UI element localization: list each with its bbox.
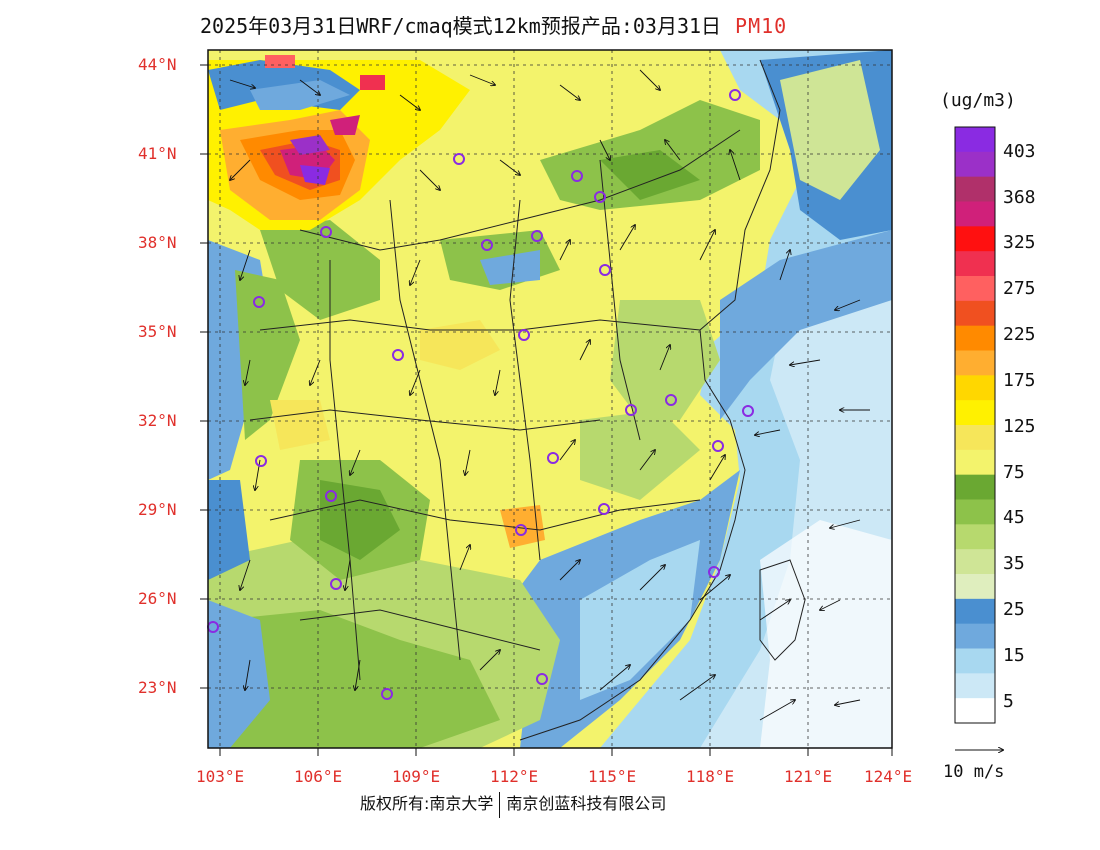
lat-label: 41°N xyxy=(138,144,177,163)
colorbar-label: 15 xyxy=(1003,645,1025,666)
pollutant-label: PM10 xyxy=(735,14,788,38)
colorbar-swatch xyxy=(955,375,995,401)
colorbar-swatch xyxy=(955,201,995,227)
colorbar-swatch xyxy=(955,574,995,600)
copyright-left: 版权所有:南京大学 xyxy=(360,794,494,813)
colorbar-swatch xyxy=(955,276,995,302)
colorbar-swatch xyxy=(955,226,995,252)
colorbar-swatch xyxy=(955,127,995,153)
lat-label: 23°N xyxy=(138,678,177,697)
pm10-field xyxy=(208,50,892,748)
colorbar-label: 175 xyxy=(1003,370,1036,391)
lon-label: 124°E xyxy=(864,767,913,786)
colorbar-label: 325 xyxy=(1003,232,1036,253)
axis-ticks xyxy=(200,64,893,756)
city-markers xyxy=(207,89,754,700)
map-title: 2025年03月31日WRF/cmaq模式12km预报产品:03月31日 PM10 xyxy=(200,10,787,39)
lon-label: 103°E xyxy=(196,767,245,786)
grid-lines xyxy=(208,50,892,748)
colorbar-swatch xyxy=(955,623,995,649)
colorbar-label: 35 xyxy=(1003,553,1025,574)
lon-label: 109°E xyxy=(392,767,441,786)
colorbar-label: 368 xyxy=(1003,187,1036,208)
colorbar-label: 75 xyxy=(1003,462,1025,483)
title-text: 2025年03月31日WRF/cmaq模式12km预报产品:03月31日 xyxy=(200,14,722,38)
colorbar-swatch xyxy=(955,524,995,550)
colorbar xyxy=(955,127,995,724)
lat-label: 35°N xyxy=(138,322,177,341)
colorbar-frame xyxy=(954,126,996,724)
colorbar-label: 275 xyxy=(1003,278,1036,299)
colorbar-swatch xyxy=(955,425,995,451)
colorbar-swatch xyxy=(955,350,995,376)
colorbar-swatch xyxy=(955,449,995,476)
colorbar-label: 45 xyxy=(1003,507,1025,528)
lat-label: 44°N xyxy=(138,55,177,74)
colorbar-swatch xyxy=(955,325,995,351)
colorbar-label: 25 xyxy=(1003,599,1025,620)
colorbar-label: 403 xyxy=(1003,141,1036,162)
wind-scale-label: 10 m/s xyxy=(943,762,1005,782)
colorbar-swatch xyxy=(955,300,995,327)
colorbar-swatch xyxy=(955,598,995,625)
boundaries xyxy=(249,59,806,741)
lat-label: 38°N xyxy=(138,233,177,252)
lon-label: 121°E xyxy=(784,767,833,786)
copyright-right: 南京创蓝科技有限公司 xyxy=(506,794,667,813)
colorbar-swatch xyxy=(955,176,995,202)
lon-label: 115°E xyxy=(588,767,637,786)
unit-label: (ug/m3) xyxy=(940,90,1016,111)
colorbar-swatch xyxy=(955,251,995,277)
lon-label: 118°E xyxy=(686,767,735,786)
colorbar-swatch xyxy=(955,499,995,525)
footer-divider xyxy=(499,791,501,818)
colorbar-swatch xyxy=(955,648,995,674)
colorbar-label: 5 xyxy=(1003,691,1014,712)
lon-label: 106°E xyxy=(294,767,343,786)
colorbar-swatch xyxy=(955,151,995,178)
lon-label: 112°E xyxy=(490,767,539,786)
lat-label: 32°N xyxy=(138,411,177,430)
colorbar-swatch xyxy=(955,474,995,500)
colorbar-swatch xyxy=(955,698,995,724)
map-frame xyxy=(207,49,893,749)
lat-label: 26°N xyxy=(138,589,177,608)
lat-label: 29°N xyxy=(138,500,177,519)
colorbar-swatch xyxy=(955,673,995,699)
colorbar-swatch xyxy=(955,400,995,426)
colorbar-swatch xyxy=(955,549,995,575)
copyright-footer: 版权所有:南京大学 南京创蓝科技有限公司 xyxy=(360,790,666,818)
colorbar-label: 125 xyxy=(1003,416,1036,437)
colorbar-label: 225 xyxy=(1003,324,1036,345)
wind-vectors xyxy=(230,69,870,721)
